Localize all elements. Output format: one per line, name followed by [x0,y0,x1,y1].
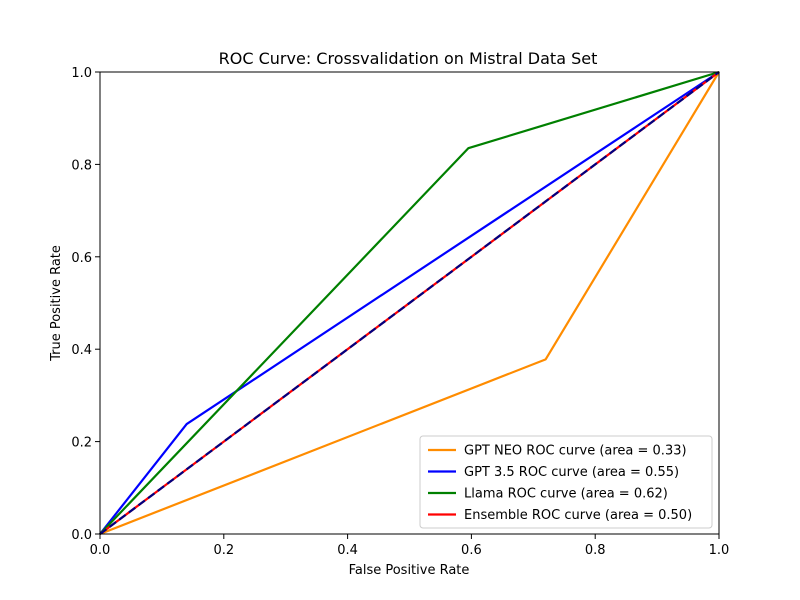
chart-title: ROC Curve: Crossvalidation on Mistral Da… [219,49,598,68]
x-tick-label: 0.4 [337,543,358,558]
y-tick-label: 0.4 [71,343,92,358]
y-axis-label: True Positive Rate [49,245,64,362]
y-tick-label: 0.2 [71,436,92,451]
legend-label-1: GPT 3.5 ROC curve (area = 0.55) [464,465,679,480]
legend-box [419,435,713,529]
x-tick-label: 0.2 [213,543,234,558]
x-tick-label: 0.8 [585,543,606,558]
legend-label-3: Ensemble ROC curve (area = 0.50) [464,508,692,523]
roc-curve-2 [99,70,720,535]
x-axis-label: False Positive Rate [349,563,470,578]
roc-curve-0 [99,71,720,536]
x-tick-label: 1.0 [709,543,730,558]
legend: GPT NEO ROC curve (area = 0.33) GPT 3.5 R… [419,435,713,529]
x-tick-label: 0.0 [90,543,111,558]
y-tick-label: 0.6 [71,251,92,266]
x-tick-label: 0.6 [461,543,482,558]
roc-curve-1 [99,71,720,535]
y-tick-label: 0.0 [71,528,92,543]
x-axis: 0.0 0.2 0.4 0.6 0.8 1.0 [90,534,730,558]
reference-diagonal [99,71,720,535]
y-tick-label: 0.8 [71,158,92,173]
y-axis: 0.0 0.2 0.4 0.6 0.8 1.0 [71,66,100,543]
legend-label-0: GPT NEO ROC curve (area = 0.33) [464,444,687,459]
legend-label-2: Llama ROC curve (area = 0.62) [464,487,668,502]
curves-layer [99,70,720,536]
plot-area-frame [99,71,720,535]
y-tick-label: 1.0 [71,66,92,81]
